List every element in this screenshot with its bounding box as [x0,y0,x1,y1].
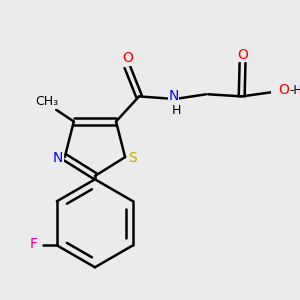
Text: N: N [168,89,178,103]
Text: F: F [30,238,38,251]
Text: -H: -H [290,84,300,97]
Text: S: S [128,151,136,165]
Text: O: O [122,51,133,65]
Text: O: O [237,47,248,61]
Text: O: O [278,83,289,97]
Text: N: N [52,151,63,165]
Text: CH₃: CH₃ [35,95,58,108]
Text: H: H [172,104,182,117]
